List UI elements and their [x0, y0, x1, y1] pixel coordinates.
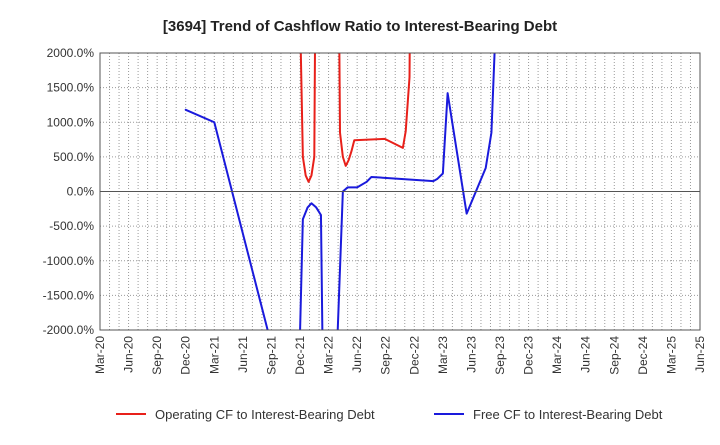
series-line-operating-cf[interactable]	[299, 11, 411, 183]
legend: Operating CF to Interest-Bearing Debt Fr…	[116, 407, 663, 422]
y-tick-label: 2000.0%	[47, 46, 95, 60]
y-tick-label: -1500.0%	[43, 288, 95, 302]
chart-title: [3694] Trend of Cashflow Ratio to Intere…	[163, 18, 557, 35]
series-layer	[184, 11, 496, 371]
x-tick-label: Jun-23	[464, 336, 478, 373]
series-free-cf	[184, 11, 496, 371]
x-tick-label: Jun-24	[579, 336, 593, 373]
x-tick-label: Mar-20	[93, 336, 107, 374]
x-tick-label: Jun-22	[350, 336, 364, 373]
series-line-free-cf[interactable]	[184, 11, 496, 371]
y-tick-label: -2000.0%	[43, 323, 95, 337]
y-tick-label: 0.0%	[67, 185, 95, 199]
x-tick-label: Mar-25	[664, 336, 678, 374]
y-tick-label: 1000.0%	[47, 115, 95, 129]
x-tick-label: Mar-24	[550, 336, 564, 374]
x-tick-label: Dec-22	[407, 336, 421, 375]
legend-label-operating-cf: Operating CF to Interest-Bearing Debt	[155, 407, 375, 422]
x-tick-label: Sep-21	[264, 336, 278, 375]
x-tick-label: Mar-21	[207, 336, 221, 374]
x-tick-label: Dec-21	[293, 336, 307, 375]
x-tick-label: Jun-21	[236, 336, 250, 373]
legend-item-free-cf[interactable]: Free CF to Interest-Bearing Debt	[434, 407, 663, 422]
x-tick-label: Sep-20	[150, 336, 164, 375]
y-tick-label: -500.0%	[49, 219, 94, 233]
x-tick-label: Dec-20	[179, 336, 193, 375]
y-tick-label: 500.0%	[53, 150, 94, 164]
legend-label-free-cf: Free CF to Interest-Bearing Debt	[473, 407, 663, 422]
x-tick-label: Sep-24	[607, 336, 621, 375]
x-tick-label: Jun-25	[693, 336, 707, 373]
x-tick-label: Sep-22	[379, 336, 393, 375]
x-tick-label: Mar-22	[322, 336, 336, 374]
x-tick-label: Dec-24	[636, 336, 650, 375]
x-tick-label: Dec-23	[522, 336, 536, 375]
x-tick-label: Mar-23	[436, 336, 450, 374]
y-tick-label: -1000.0%	[43, 254, 95, 268]
series-operating-cf	[299, 11, 411, 183]
x-tick-label: Jun-20	[122, 336, 136, 373]
legend-item-operating-cf[interactable]: Operating CF to Interest-Bearing Debt	[116, 407, 375, 422]
x-tick-label: Sep-23	[493, 336, 507, 375]
plot-frame	[99, 52, 701, 331]
y-tick-label: 1500.0%	[47, 81, 95, 95]
axis-layer: 2000.0% 1500.0% 1000.0% 500.0% 0.0% -500.0% -1…	[43, 46, 707, 375]
